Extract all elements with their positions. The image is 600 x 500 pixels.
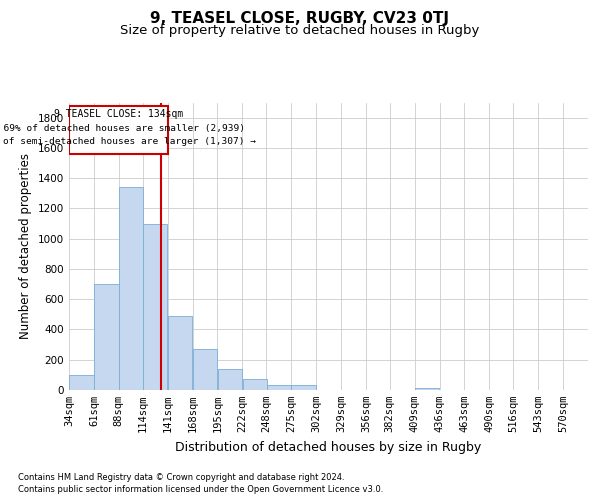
- Bar: [292, 384, 316, 390]
- Bar: [168, 316, 192, 390]
- Bar: [69, 375, 94, 390]
- Bar: [119, 187, 143, 390]
- Bar: [94, 284, 119, 390]
- Bar: [266, 384, 291, 390]
- Y-axis label: Number of detached properties: Number of detached properties: [19, 153, 32, 340]
- Text: Size of property relative to detached houses in Rugby: Size of property relative to detached ho…: [121, 24, 479, 37]
- Text: ← 69% of detached houses are smaller (2,939): ← 69% of detached houses are smaller (2,…: [0, 124, 245, 133]
- X-axis label: Distribution of detached houses by size in Rugby: Distribution of detached houses by size …: [175, 440, 482, 454]
- Bar: [143, 224, 167, 390]
- Bar: [242, 380, 267, 390]
- Bar: [193, 349, 217, 390]
- Text: Contains HM Land Registry data © Crown copyright and database right 2024.: Contains HM Land Registry data © Crown c…: [18, 472, 344, 482]
- Text: 9 TEASEL CLOSE: 134sqm: 9 TEASEL CLOSE: 134sqm: [53, 109, 183, 119]
- Text: 9, TEASEL CLOSE, RUGBY, CV23 0TJ: 9, TEASEL CLOSE, RUGBY, CV23 0TJ: [151, 11, 449, 26]
- Text: Contains public sector information licensed under the Open Government Licence v3: Contains public sector information licen…: [18, 485, 383, 494]
- Bar: [69, 106, 167, 154]
- Bar: [218, 369, 242, 390]
- Bar: [415, 388, 439, 390]
- Text: 31% of semi-detached houses are larger (1,307) →: 31% of semi-detached houses are larger (…: [0, 138, 256, 146]
